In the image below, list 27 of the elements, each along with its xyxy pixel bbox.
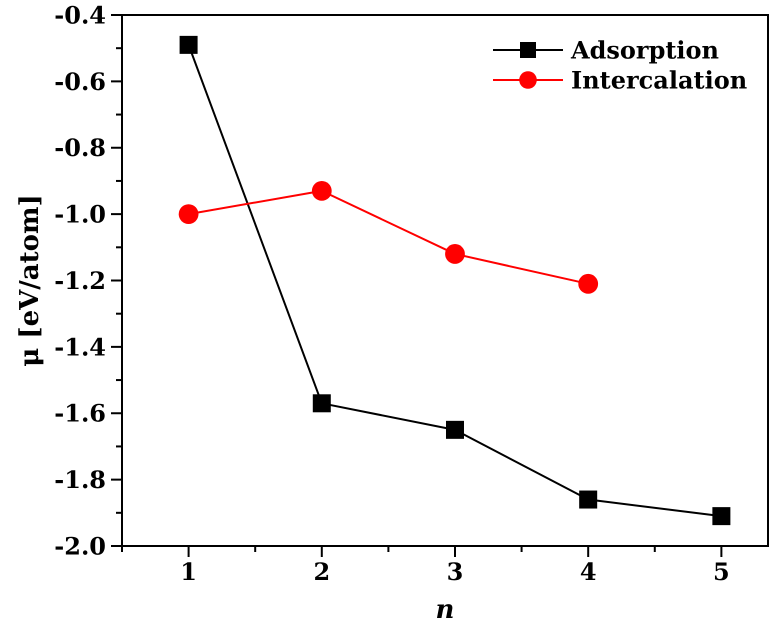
y-tick-label: -2.0	[54, 531, 106, 560]
y-tick-label: -0.6	[54, 66, 106, 96]
x-axis-title: n	[436, 595, 454, 625]
y-tick-label: -1.6	[54, 398, 106, 428]
point	[445, 244, 465, 264]
point	[312, 180, 332, 201]
point	[712, 507, 730, 526]
legend-label: Adsorption	[570, 35, 720, 64]
x-tick-label: 5	[713, 557, 730, 586]
y-tick-label: -1.4	[54, 332, 106, 362]
y-tick-label: -1.0	[54, 200, 106, 229]
legend-label: Intercalation	[571, 65, 748, 94]
x-tick-label: 2	[313, 557, 330, 586]
x-tick-label: 1	[180, 557, 197, 586]
point	[312, 394, 331, 412]
point	[180, 36, 198, 54]
x-tick-label: 3	[446, 557, 464, 586]
y-tick-label: -0.4	[54, 0, 106, 30]
point	[579, 490, 598, 509]
y-tick-label: -1.8	[54, 465, 106, 494]
y-axis-title: μ [eV/atom]	[15, 194, 45, 367]
y-tick-label: -0.8	[54, 133, 106, 162]
x-tick-label: 4	[580, 557, 597, 586]
point	[578, 274, 598, 294]
point	[178, 204, 198, 224]
y-tick-label: -1.2	[54, 266, 106, 295]
point	[446, 420, 464, 439]
